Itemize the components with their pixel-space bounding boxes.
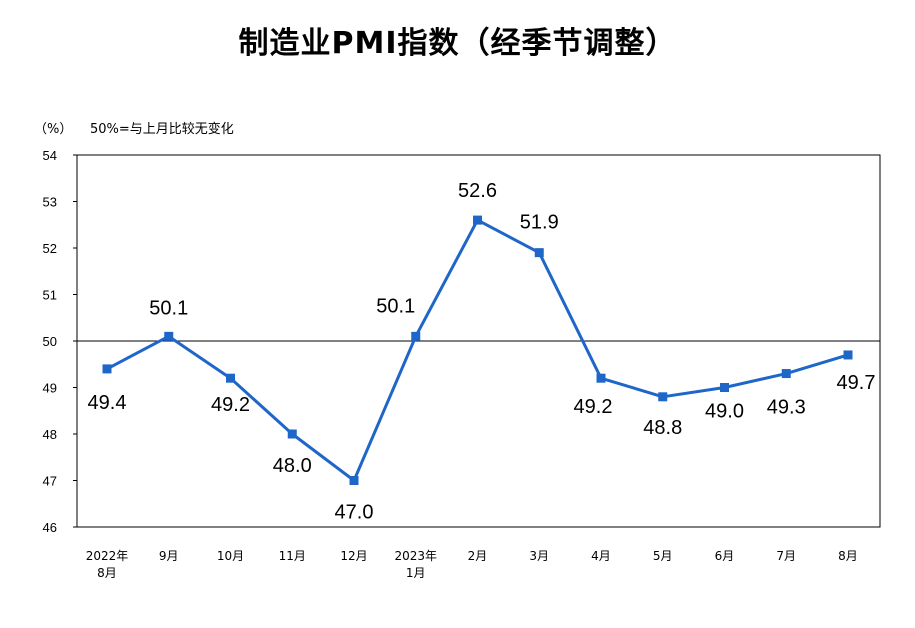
data-point — [287, 429, 297, 439]
data-label: 49.7 — [837, 372, 876, 394]
data-point — [349, 476, 359, 485]
data-point — [658, 392, 668, 402]
y-tick-label: 47 — [43, 474, 57, 489]
data-point — [164, 331, 174, 341]
y-tick-label: 49 — [43, 381, 57, 396]
x-tick-label: 9月 — [159, 549, 179, 563]
x-tick-label: 11月 — [279, 549, 306, 563]
y-tick-label: 52 — [43, 241, 57, 256]
data-label: 49.2 — [574, 396, 613, 418]
data-point — [534, 248, 544, 258]
data-label: 47.0 — [335, 502, 374, 524]
data-point — [843, 350, 853, 360]
x-tick-label: 7月 — [776, 549, 796, 563]
x-tick-label: 10月 — [217, 549, 244, 563]
data-label: 50.1 — [149, 297, 188, 319]
chart-title: 制造业PMI指数（经季节调整） — [238, 26, 677, 61]
y-tick-label: 53 — [43, 195, 57, 210]
x-tick-label: 4月 — [591, 549, 611, 563]
data-point — [781, 369, 791, 379]
data-point — [102, 364, 112, 374]
x-tick-label: 2023年 1月 — [394, 549, 437, 580]
x-tick-label: 2022年 8月 — [86, 549, 129, 580]
x-tick-label: 2月 — [468, 549, 488, 563]
data-label: 48.8 — [643, 417, 682, 439]
data-label: 49.0 — [705, 401, 744, 423]
y-tick-label: 51 — [43, 288, 57, 303]
y-tick-label: 54 — [43, 148, 57, 163]
data-point — [720, 383, 729, 392]
data-label: 50.1 — [376, 295, 415, 317]
y-tick-label: 50 — [43, 334, 57, 349]
data-point — [411, 331, 421, 341]
y-tick-label: 46 — [43, 520, 57, 535]
reference-note: 50%=与上月比较无变化 — [90, 122, 234, 137]
pmi-series-line — [106, 218, 849, 482]
data-label: 49.4 — [88, 392, 127, 414]
data-point — [473, 215, 482, 225]
data-label: 49.3 — [767, 397, 806, 419]
x-tick-label: 8月 — [838, 549, 858, 563]
unit-label: （%） — [34, 122, 73, 137]
x-tick-label: 5月 — [653, 549, 673, 563]
data-point — [596, 373, 606, 383]
data-label: 49.2 — [211, 394, 250, 416]
x-tick-label: 3月 — [529, 549, 549, 563]
data-label: 52.6 — [458, 180, 497, 202]
data-label: 51.9 — [520, 212, 559, 234]
x-tick-label: 12月 — [340, 549, 367, 563]
data-point — [226, 373, 235, 383]
x-tick-label: 6月 — [715, 549, 735, 563]
y-tick-label: 48 — [43, 427, 57, 442]
data-label: 48.0 — [273, 455, 312, 477]
